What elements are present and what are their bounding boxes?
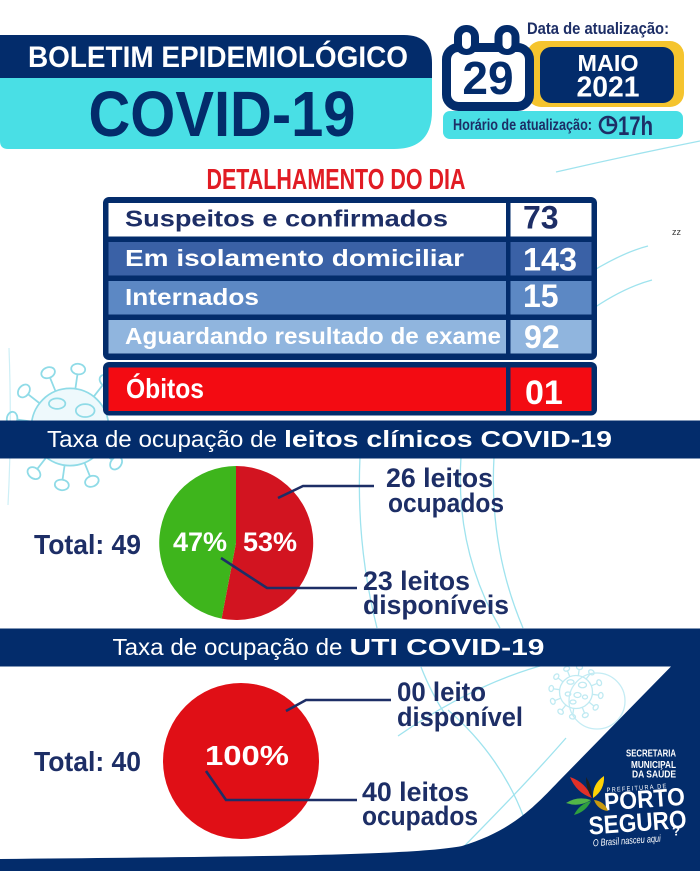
svg-text:00 leito: 00 leito	[397, 677, 486, 707]
svg-text:Taxa de ocupação de: Taxa de ocupação de	[113, 634, 343, 660]
svg-text:26 leitos: 26 leitos	[386, 463, 493, 493]
svg-text:ocupados: ocupados	[388, 488, 504, 518]
svg-text:Total: 40: Total: 40	[34, 746, 141, 777]
svg-text:MUNICIPAL: MUNICIPAL	[631, 759, 676, 771]
svg-text:Taxa de ocupação de: Taxa de ocupação de	[47, 426, 277, 452]
svg-text:zz: zz	[672, 227, 682, 237]
svg-text:MAIO: MAIO	[578, 50, 639, 76]
svg-text:leitos clínicos COVID-19: leitos clínicos COVID-19	[284, 426, 612, 452]
svg-text:UTI COVID-19: UTI COVID-19	[350, 634, 545, 660]
svg-text:53%: 53%	[243, 527, 297, 557]
svg-text:23 leitos: 23 leitos	[363, 566, 470, 596]
svg-text:ocupados: ocupados	[362, 801, 478, 831]
svg-text:PORTO: PORTO	[603, 783, 686, 817]
svg-text:29: 29	[462, 52, 513, 104]
svg-text:Internados: Internados	[125, 284, 259, 310]
svg-text:Horário de atualização:: Horário de atualização:	[453, 117, 592, 134]
svg-text:SEGURO: SEGURO	[588, 806, 688, 841]
svg-text:Em isolamento domiciliar: Em isolamento domiciliar	[125, 245, 464, 271]
svg-text:?: ?	[672, 823, 681, 839]
svg-text:47%: 47%	[173, 527, 227, 557]
svg-text:17h: 17h	[618, 111, 653, 141]
svg-text:01: 01	[525, 374, 563, 412]
svg-text:100%: 100%	[205, 740, 289, 771]
svg-text:COVID-19: COVID-19	[89, 78, 356, 150]
svg-text:disponíveis: disponíveis	[363, 590, 509, 620]
svg-text:DA SAÚDE: DA SAÚDE	[632, 768, 676, 781]
svg-text:SECRETARIA: SECRETARIA	[626, 748, 676, 760]
svg-text:15: 15	[523, 278, 559, 314]
svg-text:PREFEITURA DE: PREFEITURA DE	[606, 783, 667, 794]
svg-text:2021: 2021	[577, 72, 640, 104]
svg-text:40 leitos: 40 leitos	[362, 777, 469, 807]
svg-text:DETALHAMENTO DO DIA: DETALHAMENTO DO DIA	[207, 164, 466, 196]
svg-text:143: 143	[523, 242, 577, 278]
svg-text:O Brasil nasceu aqui: O Brasil nasceu aqui	[593, 834, 662, 850]
svg-text:Óbitos: Óbitos	[126, 373, 204, 404]
svg-text:Total: 49: Total: 49	[34, 529, 141, 560]
svg-text:BOLETIM EPIDEMIOLÓGICO: BOLETIM EPIDEMIOLÓGICO	[28, 40, 408, 74]
svg-text:Data de atualização:: Data de atualização:	[527, 20, 669, 38]
svg-text:Aguardando resultado de exame: Aguardando resultado de exame	[125, 323, 501, 349]
svg-text:disponível: disponível	[397, 702, 523, 732]
svg-text:92: 92	[524, 319, 560, 355]
svg-text:73: 73	[523, 200, 559, 236]
svg-text:Suspeitos e confirmados: Suspeitos e confirmados	[125, 206, 448, 232]
